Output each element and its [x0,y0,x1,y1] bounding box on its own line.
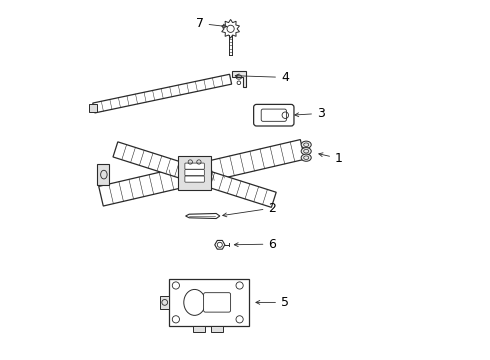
Text: 2: 2 [223,202,276,217]
FancyBboxPatch shape [204,293,231,312]
Text: 5: 5 [256,296,289,309]
Polygon shape [98,140,305,206]
Ellipse shape [301,148,311,155]
Polygon shape [178,156,211,190]
Text: 3: 3 [295,107,325,120]
Text: 1: 1 [319,152,343,165]
Polygon shape [215,240,225,249]
Polygon shape [193,326,205,332]
Polygon shape [98,164,109,185]
Text: 6: 6 [234,238,276,251]
Polygon shape [211,326,223,332]
FancyBboxPatch shape [261,109,286,121]
Polygon shape [186,213,220,219]
Polygon shape [89,104,98,112]
Text: 4: 4 [235,71,289,84]
FancyBboxPatch shape [254,104,294,126]
Polygon shape [113,142,276,207]
FancyBboxPatch shape [185,163,204,169]
Ellipse shape [301,154,311,161]
Polygon shape [232,71,246,87]
FancyBboxPatch shape [185,170,204,176]
Polygon shape [160,296,170,309]
Text: 7: 7 [196,17,227,30]
Polygon shape [93,74,232,113]
FancyBboxPatch shape [185,176,204,182]
Polygon shape [221,19,240,38]
Ellipse shape [301,141,311,148]
Polygon shape [170,279,248,326]
